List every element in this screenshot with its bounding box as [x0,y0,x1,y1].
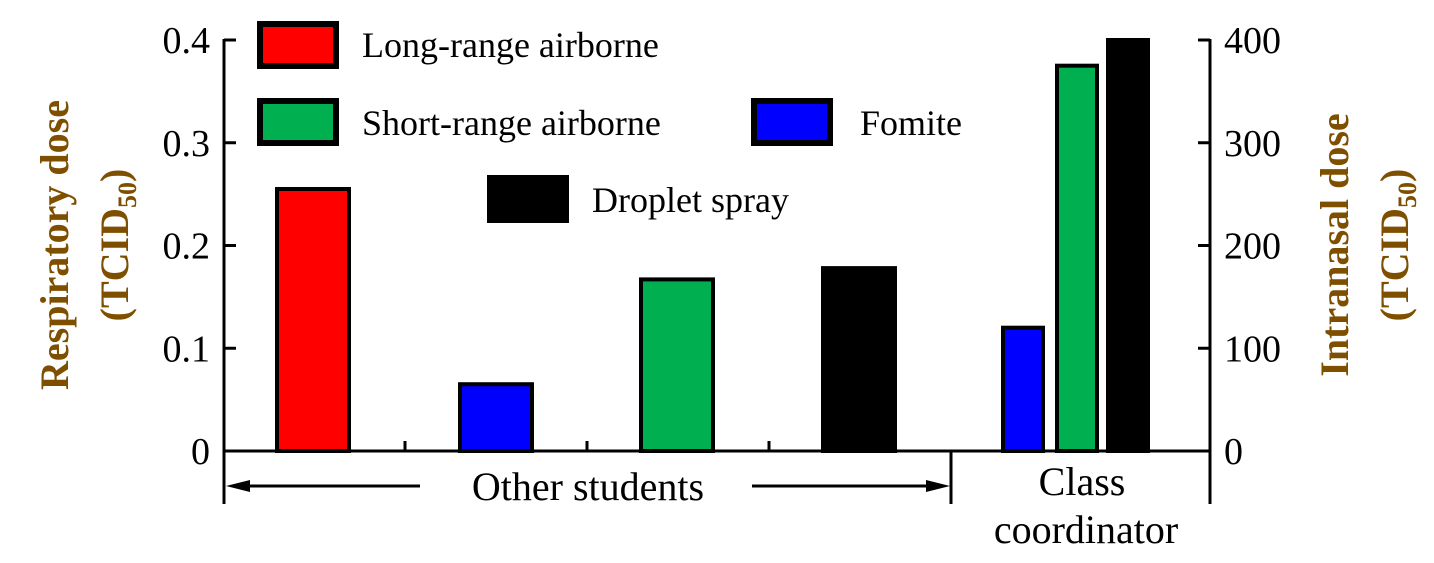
legend-label-short-range-airborne: Short-range airborne [362,103,661,143]
legend-label-fomite: Fomite [860,103,962,143]
legend-swatch-fomite [751,98,833,146]
right-axis-unit-main: (TCID [1372,208,1417,321]
bar-other-students-long-range-airborne [275,186,351,454]
left-axis-title: Respiratory dose [32,100,77,390]
legend-label-droplet-spray: Droplet spray [592,180,789,220]
bar-other-students-droplet-spray [821,266,897,454]
legend-label-long-range-airborne: Long-range airborne [362,25,659,65]
left-axis-unit-text: (TCID50) [92,169,142,322]
left-axis-unit: (TCID50) [92,169,142,322]
right-tick-label: 200 [1224,226,1281,268]
group-label-coordinator: coordinator [994,507,1178,552]
right-tick-label: 100 [1224,328,1281,370]
right-axis-title-text: Intranasal dose [1312,113,1357,376]
left-axis-unit-close: ) [92,169,137,182]
left-tick-label: 0.3 [163,123,211,165]
group-label-class: Class [1039,459,1126,504]
arrow-head-left [226,480,250,492]
right-tick-label: 400 [1224,20,1281,62]
legend-swatch-droplet-spray [487,175,569,223]
left-tick-label: 0.1 [163,328,211,370]
bar-class-coordinator-fomite [1001,325,1045,454]
left-axis-unit-main: (TCID [92,208,137,321]
legend-swatch-short-range-airborne [257,98,339,146]
legend: Long-range airborne Short-range airborne F… [257,21,962,223]
right-axis-unit-close: ) [1372,169,1417,182]
legend-swatch-long-range-airborne [257,21,339,69]
group-label-other-students: Other students [472,464,704,509]
right-axis-unit: (TCID50) [1372,169,1422,322]
right-tick-label: 0 [1224,431,1243,473]
arrow-head-right [926,480,950,492]
axes: 0 0.1 0.2 0.3 0.4 0 100 200 300 400 [163,20,1281,504]
left-tick-label: 0.2 [163,226,211,268]
bar-other-students-short-range-airborne [639,277,715,453]
right-axis-title: Intranasal dose [1312,113,1357,376]
left-tick-label: 0 [191,431,210,473]
left-axis-title-text: Respiratory dose [32,100,77,390]
bars [275,38,1150,454]
left-tick-label: 0.4 [163,20,211,62]
right-axis-unit-text: (TCID50) [1372,169,1422,322]
right-axis-unit-sub: 50 [1393,182,1422,208]
bar-class-coordinator-short-range-airborne [1055,63,1099,453]
left-axis-unit-sub: 50 [113,182,142,208]
bar-other-students-fomite [458,382,534,453]
right-tick-label: 300 [1224,123,1281,165]
bar-class-coordinator-droplet-spray [1106,38,1150,453]
